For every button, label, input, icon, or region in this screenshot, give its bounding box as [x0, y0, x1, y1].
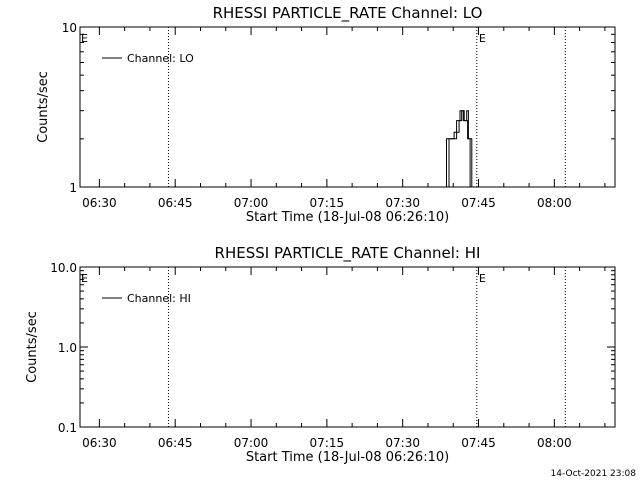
- plot-frame: [79, 266, 616, 428]
- x-tick-label: 06:45: [158, 196, 193, 210]
- x-tick-label: 06:30: [82, 196, 117, 210]
- y-axis-label: Counts/sec: [25, 311, 40, 383]
- x-tick-label: 07:00: [234, 436, 269, 450]
- legend-label: Channel: LO: [127, 52, 194, 65]
- footer-timestamp: 14-Oct-2021 23:08: [551, 469, 637, 479]
- y-tick-label: 1.0: [58, 341, 77, 355]
- x-tick-label: 06:45: [158, 436, 193, 450]
- hi-channel-panel: RHESSI PARTICLE_RATE Channel: HI 0.1 1.0 10…: [25, 244, 616, 465]
- x-tick-label: 06:30: [82, 436, 117, 450]
- y-tick-label: 0.1: [58, 421, 77, 435]
- chart-title: RHESSI PARTICLE_RATE Channel: LO: [213, 4, 483, 23]
- x-tick-label: 07:15: [310, 196, 345, 210]
- left-marker-label: E: [81, 32, 88, 45]
- left-marker-label: E: [81, 272, 88, 285]
- x-axis-label: Start Time (18-Jul-08 06:26:10): [246, 210, 449, 225]
- x-tick-label: 08:00: [537, 196, 572, 210]
- y-tick-label: 10.0: [50, 261, 77, 275]
- y-tick-label: 1: [69, 181, 77, 195]
- x-tick-label: 08:00: [537, 436, 572, 450]
- lo-channel-panel: RHESSI PARTICLE_RATE Channel: LO 1 10 Count…: [36, 4, 616, 225]
- x-tick-label: 07:30: [385, 436, 420, 450]
- y-axis-label: Counts/sec: [36, 71, 51, 143]
- y-tick-label: 10: [62, 21, 77, 35]
- legend-label: Channel: HI: [127, 292, 191, 305]
- x-tick-label: 07:00: [234, 196, 269, 210]
- series-line-1: [448, 110, 471, 187]
- x-tick-label: 07:45: [461, 196, 496, 210]
- vertical-marker-label: E: [479, 32, 486, 45]
- x-tick-label: 07:30: [385, 196, 420, 210]
- x-axis-label: Start Time (18-Jul-08 06:26:10): [246, 450, 449, 465]
- vertical-marker-label: E: [479, 272, 486, 285]
- x-tick-label: 07:45: [461, 436, 496, 450]
- chart-title: RHESSI PARTICLE_RATE Channel: HI: [215, 244, 481, 263]
- x-tick-label: 07:15: [310, 436, 345, 450]
- plot-frame: [79, 26, 616, 188]
